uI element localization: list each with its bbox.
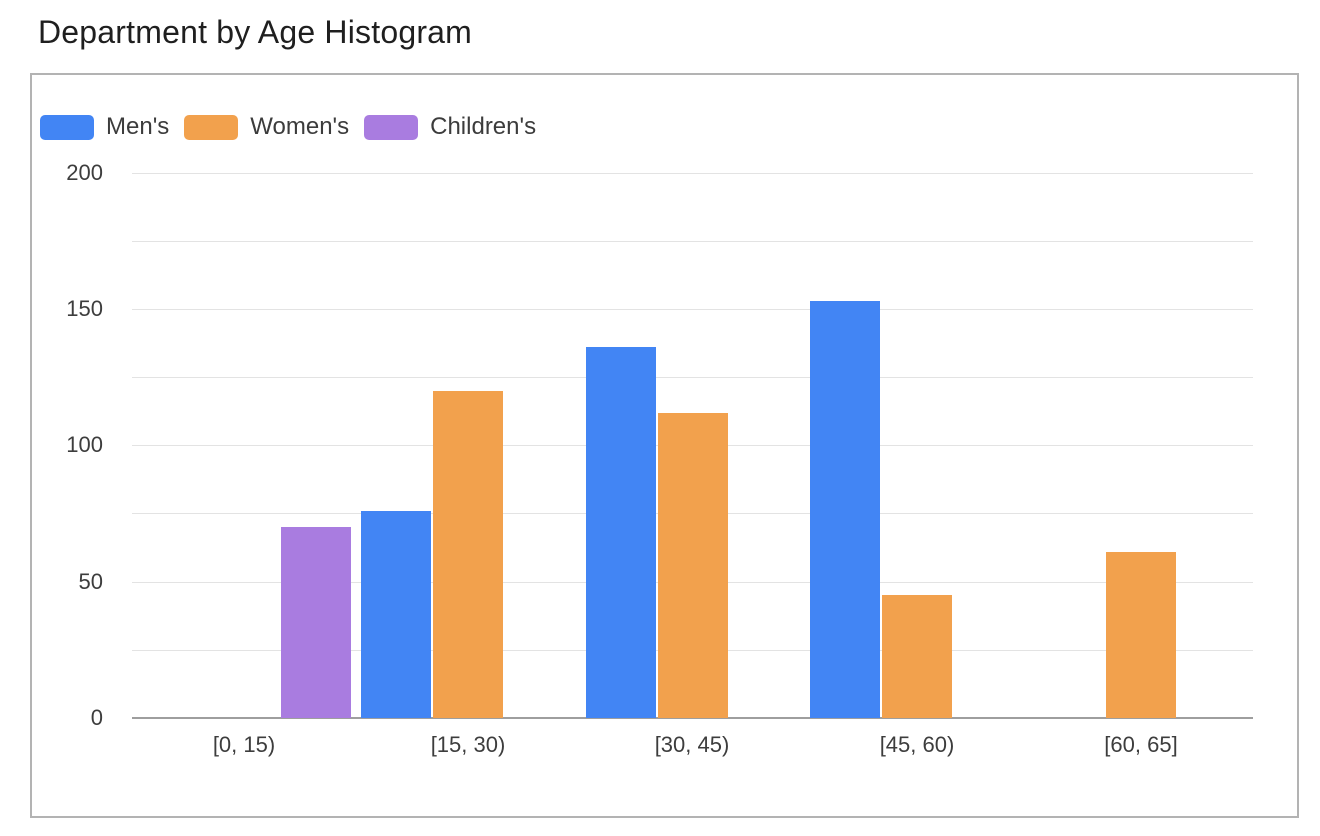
- chart-card: Men's Women's Children's 0 50 100 150 200 [0, 1…: [30, 73, 1299, 818]
- y-tick-label: 0: [90, 705, 103, 730]
- x-category-label: [30, 45): [654, 732, 730, 757]
- chart-title: Department by Age Histogram: [38, 14, 473, 50]
- gridline: [132, 377, 1253, 378]
- x-category-label: [0, 15): [212, 732, 276, 757]
- bar-womens-2[interactable]: [658, 413, 728, 718]
- gridline: [132, 173, 1253, 174]
- bar-womens-1[interactable]: [433, 391, 503, 718]
- gridline: [132, 241, 1253, 242]
- bar-mens-2[interactable]: [586, 347, 656, 718]
- gridline: [132, 309, 1253, 310]
- bar-childrens-0[interactable]: [281, 527, 351, 718]
- x-category-label: [45, 60): [879, 732, 955, 757]
- y-tick-label: 100: [66, 432, 103, 457]
- x-category-label: [60, 65]: [1104, 732, 1178, 757]
- legend-swatch-icon: [364, 114, 419, 140]
- y-tick-label: 200: [66, 160, 103, 185]
- legend-swatch-icon: [40, 114, 94, 140]
- x-category-label: [15, 30): [430, 732, 506, 757]
- legend-label: Women's: [250, 113, 350, 140]
- y-tick-label: 150: [66, 296, 103, 321]
- bar-mens-3[interactable]: [810, 301, 880, 718]
- bar-womens-3[interactable]: [882, 595, 952, 718]
- legend-item[interactable]: Women's: [184, 113, 349, 141]
- plot-area: 0 50 100 150 200 [0, 15) [15, 30) [30, 45) [45, …: [32, 75, 1297, 816]
- bar-mens-1[interactable]: [361, 511, 431, 718]
- legend-swatch-icon: [184, 114, 239, 140]
- y-tick-label: 50: [78, 569, 103, 594]
- chart-legend: Men's Women's Children's: [40, 113, 536, 141]
- legend-label: Children's: [430, 113, 537, 140]
- bar-womens-4[interactable]: [1106, 552, 1176, 718]
- legend-item[interactable]: Men's: [40, 113, 169, 141]
- legend-item[interactable]: Children's: [364, 113, 536, 141]
- x-axis-line: [132, 717, 1253, 719]
- legend-label: Men's: [106, 113, 170, 140]
